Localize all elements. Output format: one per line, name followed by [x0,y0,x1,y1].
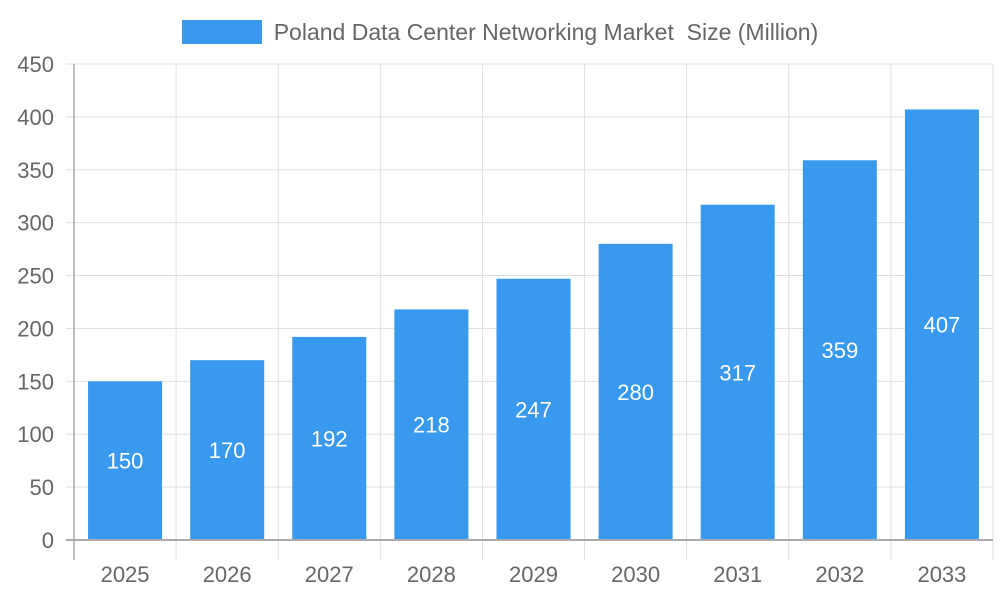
bar-2031[interactable]: 317 [700,204,775,540]
bar-2033[interactable]: 407 [904,109,979,541]
bar-2032[interactable]: 359 [802,160,877,540]
y-tick-label: 100 [17,422,54,447]
x-tick-label: 2030 [611,562,660,587]
bar-value-label: 407 [924,313,961,338]
x-tick-label: 2025 [101,562,150,587]
x-tick-label: 2027 [305,562,354,587]
x-tick-label: 2033 [917,562,966,587]
bar-rect[interactable] [394,309,469,540]
bar-2030[interactable]: 280 [598,243,673,541]
bars: 150 170 192 218 247 280 317 359 407 [88,109,979,541]
axes [66,64,993,560]
y-tick-label: 350 [17,158,54,183]
y-tick-label: 0 [42,528,54,553]
bar-rect[interactable] [496,278,571,540]
bar-rect[interactable] [292,336,367,540]
bar-rect[interactable] [700,204,775,540]
bar-value-label: 280 [617,380,654,405]
y-tick-label: 450 [17,52,54,77]
bar-value-label: 317 [719,360,756,385]
bar-value-label: 150 [107,449,144,474]
y-tick-label: 150 [17,369,54,394]
x-tick-label: 2029 [509,562,558,587]
bar-value-label: 218 [413,413,450,438]
y-tick-label: 200 [17,316,54,341]
x-tick-label: 2026 [203,562,252,587]
bar-rect[interactable] [802,160,877,540]
y-tick-label: 400 [17,105,54,130]
x-tick-label: 2031 [713,562,762,587]
x-tick-label: 2028 [407,562,456,587]
bar-rect[interactable] [904,109,979,541]
bar-rect[interactable] [598,243,673,541]
bar-rect[interactable] [190,360,265,540]
legend-swatch[interactable] [181,20,262,44]
y-tick-label: 300 [17,211,54,236]
bar-value-label: 192 [311,426,348,451]
y-tick-label: 50 [30,475,54,500]
bar-2025[interactable]: 150 [88,381,163,540]
bar-2029[interactable]: 247 [496,278,571,540]
legend-label: Poland Data Center Networking Market Siz… [273,18,819,45]
bar-value-label: 359 [821,338,858,363]
x-tick-label: 2032 [815,562,864,587]
y-tick-label: 250 [17,264,54,289]
chart-legend: Poland Data Center Networking Market Siz… [0,18,1000,46]
bar-2028[interactable]: 218 [394,309,469,540]
bar-rect[interactable] [88,381,163,540]
x-axis-ticks: 2025 2026 2027 2028 2029 2030 2031 2032 2033 [101,562,967,587]
y-axis-ticks: 0 50 100 150 200 250 300 350 400 450 [17,52,54,553]
bar-value-label: 170 [209,438,246,463]
bar-2027[interactable]: 192 [292,336,367,540]
bar-value-label: 247 [515,397,552,422]
bar-2026[interactable]: 170 [190,360,265,540]
